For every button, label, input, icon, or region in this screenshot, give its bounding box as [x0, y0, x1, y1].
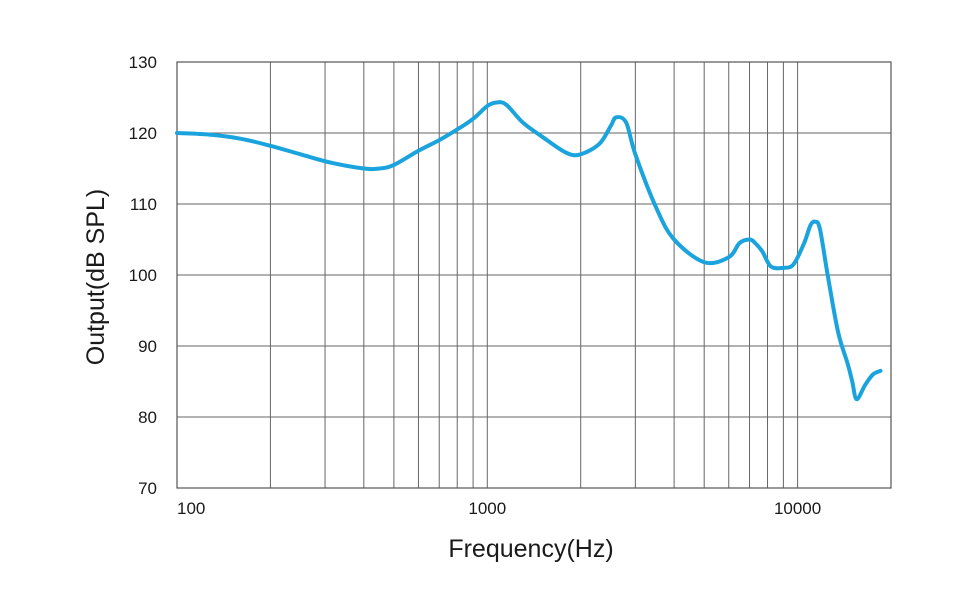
y-tick-label: 100 — [129, 266, 157, 285]
y-tick-label: 90 — [138, 337, 157, 356]
x-tick-label: 10000 — [774, 499, 821, 518]
y-tick-label: 120 — [129, 124, 157, 143]
y-tick-label: 80 — [138, 408, 157, 427]
tick-labels: 70 80 90 100 110 120 130 100 1000 10000 — [129, 53, 822, 518]
x-tick-label: 1000 — [468, 499, 506, 518]
y-tick-label: 110 — [130, 195, 157, 214]
y-tick-label: 70 — [138, 479, 157, 498]
x-axis-title: Frequency(Hz) — [448, 535, 613, 563]
y-tick-label: 130 — [129, 53, 157, 72]
y-axis-title: Output(dB SPL) — [82, 189, 110, 365]
plot-frame — [176, 61, 892, 489]
x-tick-label: 100 — [177, 499, 205, 518]
grid — [177, 62, 891, 488]
series-line — [175, 100, 883, 402]
